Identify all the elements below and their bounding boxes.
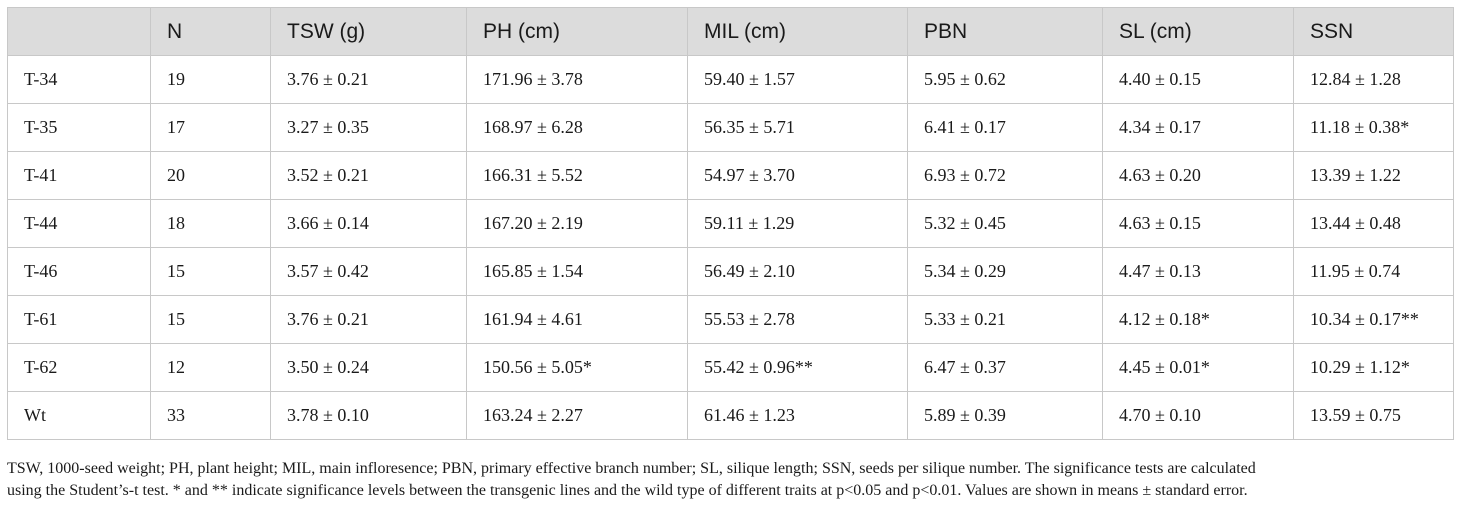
cell-ssn: 11.18 ± 0.38*	[1293, 103, 1454, 152]
table-row: T-35 17 3.27 ± 0.35 168.97 ± 6.28 56.35 ± 5.…	[7, 103, 1454, 152]
cell-n: 19	[150, 55, 271, 104]
cell-pbn: 5.34 ± 0.29	[907, 247, 1103, 296]
header-cell-ph: PH (cm)	[466, 7, 688, 56]
cell-pbn: 5.95 ± 0.62	[907, 55, 1103, 104]
cell-mil: 55.42 ± 0.96**	[687, 343, 908, 392]
cell-pbn: 5.33 ± 0.21	[907, 295, 1103, 344]
footnote-line-1: TSW, 1000-seed weight; PH, plant height;…	[7, 460, 1256, 477]
cell-sl: 4.63 ± 0.15	[1102, 199, 1294, 248]
cell-ssn: 10.29 ± 1.12*	[1293, 343, 1454, 392]
cell-ph: 167.20 ± 2.19	[466, 199, 688, 248]
cell-line: T-34	[7, 55, 151, 104]
cell-line: T-41	[7, 151, 151, 200]
cell-pbn: 6.93 ± 0.72	[907, 151, 1103, 200]
cell-pbn: 5.89 ± 0.39	[907, 391, 1103, 440]
cell-mil: 59.40 ± 1.57	[687, 55, 908, 104]
cell-ph: 163.24 ± 2.27	[466, 391, 688, 440]
cell-line: T-35	[7, 103, 151, 152]
cell-sl: 4.63 ± 0.20	[1102, 151, 1294, 200]
cell-tsw: 3.78 ± 0.10	[270, 391, 467, 440]
table-row: T-46 15 3.57 ± 0.42 165.85 ± 1.54 56.49 ± 2.…	[7, 247, 1454, 296]
cell-tsw: 3.57 ± 0.42	[270, 247, 467, 296]
table-body: T-34 19 3.76 ± 0.21 171.96 ± 3.78 59.40 ± 1.…	[7, 55, 1454, 440]
cell-ssn: 13.59 ± 0.75	[1293, 391, 1454, 440]
cell-sl: 4.40 ± 0.15	[1102, 55, 1294, 104]
cell-sl: 4.12 ± 0.18*	[1102, 295, 1294, 344]
data-table: N TSW (g) PH (cm) MIL (cm) PBN SL (cm) S…	[7, 7, 1454, 440]
table-row: T-62 12 3.50 ± 0.24 150.56 ± 5.05* 55.42 ± 0…	[7, 343, 1454, 392]
cell-ph: 168.97 ± 6.28	[466, 103, 688, 152]
cell-ssn: 13.39 ± 1.22	[1293, 151, 1454, 200]
cell-mil: 56.49 ± 2.10	[687, 247, 908, 296]
header-cell-pbn: PBN	[907, 7, 1103, 56]
header-cell-mil: MIL (cm)	[687, 7, 908, 56]
cell-n: 18	[150, 199, 271, 248]
cell-ph: 161.94 ± 4.61	[466, 295, 688, 344]
cell-line: T-62	[7, 343, 151, 392]
cell-line: T-44	[7, 199, 151, 248]
cell-pbn: 6.47 ± 0.37	[907, 343, 1103, 392]
table-header-row: N TSW (g) PH (cm) MIL (cm) PBN SL (cm) S…	[7, 7, 1454, 56]
cell-ssn: 11.95 ± 0.74	[1293, 247, 1454, 296]
table-footnote: TSW, 1000-seed weight; PH, plant height;…	[7, 458, 1453, 502]
table-row: Wt 33 3.78 ± 0.10 163.24 ± 2.27 61.46 ± 1.23…	[7, 391, 1454, 440]
table-row: T-44 18 3.66 ± 0.14 167.20 ± 2.19 59.11 ± 1.…	[7, 199, 1454, 248]
cell-pbn: 5.32 ± 0.45	[907, 199, 1103, 248]
cell-tsw: 3.52 ± 0.21	[270, 151, 467, 200]
cell-n: 20	[150, 151, 271, 200]
cell-pbn: 6.41 ± 0.17	[907, 103, 1103, 152]
cell-mil: 59.11 ± 1.29	[687, 199, 908, 248]
cell-sl: 4.45 ± 0.01*	[1102, 343, 1294, 392]
cell-mil: 54.97 ± 3.70	[687, 151, 908, 200]
cell-mil: 61.46 ± 1.23	[687, 391, 908, 440]
cell-n: 15	[150, 295, 271, 344]
footnote-line-2: using the Student’s-t test. * and ** ind…	[7, 482, 1248, 499]
header-cell-n: N	[150, 7, 271, 56]
table-row: T-34 19 3.76 ± 0.21 171.96 ± 3.78 59.40 ± 1.…	[7, 55, 1454, 104]
cell-n: 12	[150, 343, 271, 392]
header-cell-sl: SL (cm)	[1102, 7, 1294, 56]
cell-ph: 166.31 ± 5.52	[466, 151, 688, 200]
cell-sl: 4.47 ± 0.13	[1102, 247, 1294, 296]
header-cell-line	[7, 7, 151, 56]
cell-tsw: 3.27 ± 0.35	[270, 103, 467, 152]
data-table-container: N TSW (g) PH (cm) MIL (cm) PBN SL (cm) S…	[7, 7, 1454, 440]
cell-mil: 56.35 ± 5.71	[687, 103, 908, 152]
cell-ssn: 13.44 ± 0.48	[1293, 199, 1454, 248]
cell-ssn: 12.84 ± 1.28	[1293, 55, 1454, 104]
cell-line: T-61	[7, 295, 151, 344]
cell-n: 15	[150, 247, 271, 296]
table-row: T-41 20 3.52 ± 0.21 166.31 ± 5.52 54.97 ± 3.…	[7, 151, 1454, 200]
cell-tsw: 3.50 ± 0.24	[270, 343, 467, 392]
cell-ph: 165.85 ± 1.54	[466, 247, 688, 296]
cell-ph: 171.96 ± 3.78	[466, 55, 688, 104]
cell-line: Wt	[7, 391, 151, 440]
table-row: T-61 15 3.76 ± 0.21 161.94 ± 4.61 55.53 ± 2.…	[7, 295, 1454, 344]
cell-ph: 150.56 ± 5.05*	[466, 343, 688, 392]
header-cell-ssn: SSN	[1293, 7, 1454, 56]
cell-line: T-46	[7, 247, 151, 296]
cell-tsw: 3.76 ± 0.21	[270, 295, 467, 344]
cell-mil: 55.53 ± 2.78	[687, 295, 908, 344]
cell-tsw: 3.66 ± 0.14	[270, 199, 467, 248]
cell-n: 33	[150, 391, 271, 440]
cell-sl: 4.70 ± 0.10	[1102, 391, 1294, 440]
cell-tsw: 3.76 ± 0.21	[270, 55, 467, 104]
cell-sl: 4.34 ± 0.17	[1102, 103, 1294, 152]
cell-ssn: 10.34 ± 0.17**	[1293, 295, 1454, 344]
cell-n: 17	[150, 103, 271, 152]
header-cell-tsw: TSW (g)	[270, 7, 467, 56]
